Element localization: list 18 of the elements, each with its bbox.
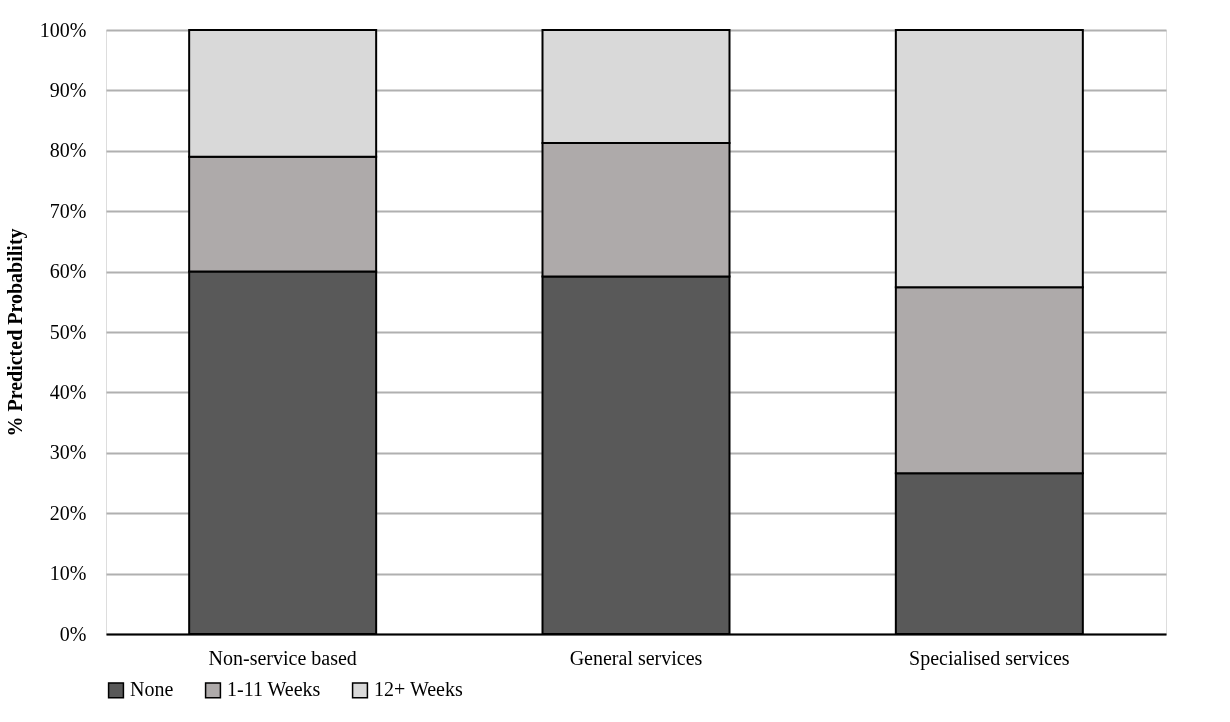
y-tick-label: 20% [49, 501, 87, 524]
legend-label: 12+ Weeks [374, 678, 463, 701]
x-tick-label: Non-service based [208, 646, 357, 669]
y-tick-label: 100% [39, 18, 87, 41]
y-tick-label: 80% [49, 139, 87, 162]
y-tick-label: 90% [49, 78, 87, 101]
legend-label: 1-11 Weeks [227, 678, 321, 701]
y-tick-label: 60% [49, 260, 87, 283]
y-axis-title: % Predicted Probability [3, 228, 27, 437]
y-tick-label: 0% [59, 622, 87, 645]
y-tick-label: 30% [49, 441, 87, 464]
x-tick-label: Specialised services [909, 646, 1070, 670]
y-tick-label: 10% [49, 562, 87, 585]
legend-label: None [130, 678, 174, 701]
x-tick-label: General services [569, 646, 703, 669]
y-tick-label: 50% [49, 320, 87, 343]
y-tick-label: 40% [49, 380, 87, 403]
y-tick-label: 70% [49, 199, 87, 222]
